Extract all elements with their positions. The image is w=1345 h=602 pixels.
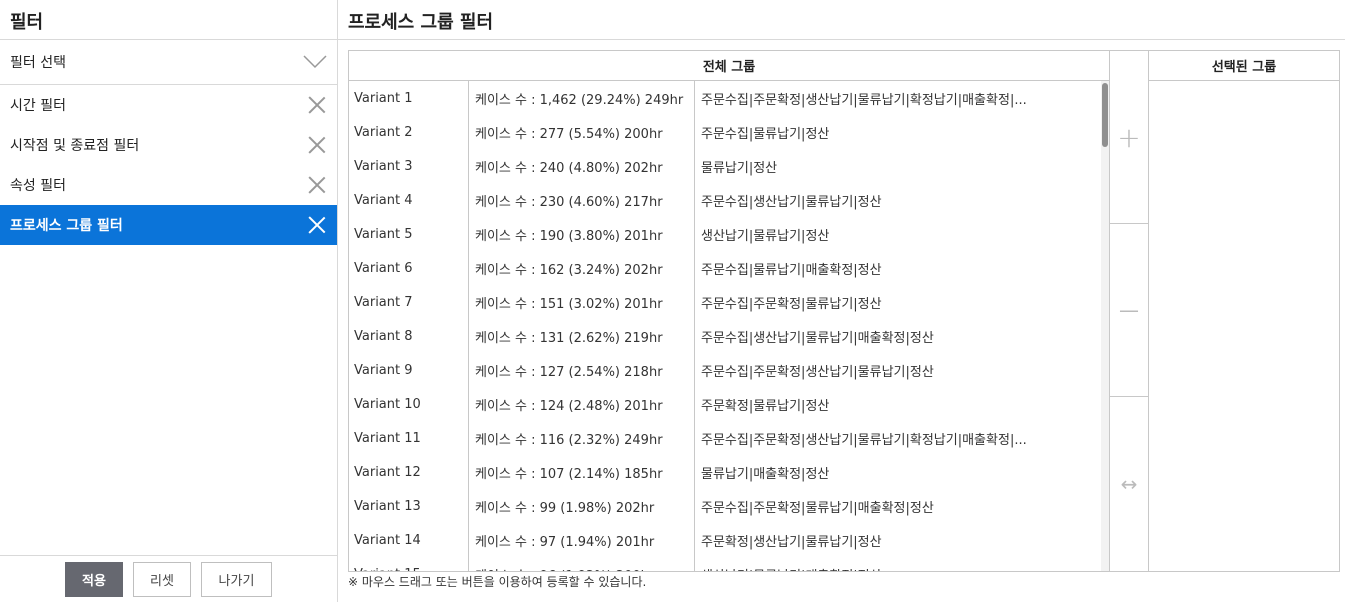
- plus-icon: +: [1117, 120, 1141, 154]
- table-row[interactable]: Variant 4 케이스 수 : 230 (4.60%) 217hr 주문수집|생…: [349, 183, 1109, 217]
- table-row[interactable]: Variant 3 케이스 수 : 240 (4.80%) 202hr 물류납기|정…: [349, 149, 1109, 183]
- page-title: 프로세스 그룹 필터: [338, 0, 1345, 40]
- variant-name: Variant 15: [349, 557, 469, 571]
- process-path: 생산납기|물류납기|매출확정|정산: [695, 557, 1095, 572]
- transfer-controls: + — ↔: [1110, 50, 1148, 572]
- table-row[interactable]: Variant 12 케이스 수 : 107 (2.14%) 185hr 물류납기|…: [349, 455, 1109, 489]
- table-row[interactable]: Variant 15케이스 수 : 96 (1.92%) 200hr생산납기|물…: [349, 557, 1109, 571]
- minus-icon: —: [1119, 298, 1139, 322]
- all-group-list: 전체 그룹 Variant 1 케이스 수 : 1,462 (29.24%) 24…: [348, 50, 1110, 572]
- variant-name: Variant 5: [349, 217, 469, 251]
- process-path: 주문수집|주문확정|물류납기|매출확정|정산: [701, 500, 934, 516]
- add-button[interactable]: +: [1110, 51, 1148, 224]
- filter-select-dropdown[interactable]: 필터 선택: [0, 40, 337, 85]
- variant-name: Variant 13: [349, 489, 469, 523]
- remove-button[interactable]: —: [1110, 224, 1148, 397]
- swap-icon: ↔: [1120, 472, 1138, 496]
- variant-name: Variant 11: [349, 421, 469, 455]
- process-path: 주문수집|주문확정|생산납기|물류납기|정산: [701, 364, 934, 380]
- case-count: 케이스 수 : 240 (4.80%) 202hr: [469, 149, 695, 183]
- close-icon[interactable]: [307, 215, 327, 235]
- filter-item-label: 시작점 및 종료점 필터: [10, 138, 140, 154]
- case-count: 케이스 수 : 1,462 (29.24%) 249hr: [469, 81, 695, 115]
- process-group-panel: 프로세스 그룹 필터 전체 그룹 Variant 1 케이스 수 : 1,462 …: [338, 0, 1345, 602]
- all-group-header: 전체 그룹: [349, 51, 1109, 81]
- case-count: 케이스 수 : 124 (2.48%) 201hr: [469, 387, 695, 421]
- filter-item-label: 프로세스 그룹 필터: [10, 218, 123, 234]
- variant-name: Variant 10: [349, 387, 469, 421]
- filter-item-0[interactable]: 시간 필터: [0, 85, 337, 125]
- table-row[interactable]: Variant 9 케이스 수 : 127 (2.54%) 218hr 주문수집|주…: [349, 353, 1109, 387]
- table-row[interactable]: Variant 2 케이스 수 : 277 (5.54%) 200hr 주문수집|물…: [349, 115, 1109, 149]
- process-path: 주문수집|주문확정|물류납기|정산: [701, 296, 882, 312]
- case-count: 케이스 수 : 162 (3.24%) 202hr: [469, 251, 695, 285]
- exit-button[interactable]: 나가기: [201, 561, 272, 597]
- scrollbar-thumb[interactable]: [1102, 83, 1108, 147]
- process-path: 주문수집|주문확정|생산납기|물류납기|확정납기|매출확정|...: [701, 92, 1027, 108]
- process-path: 생산납기|물류납기|정산: [701, 228, 830, 244]
- case-count: 케이스 수 : 96 (1.92%) 200hr: [469, 557, 695, 571]
- process-path: 물류납기|매출확정|정산: [701, 466, 830, 482]
- table-row[interactable]: Variant 7 케이스 수 : 151 (3.02%) 201hr 주문수집|주…: [349, 285, 1109, 319]
- process-path: 주문수집|생산납기|물류납기|정산: [701, 194, 882, 210]
- swap-button[interactable]: ↔: [1110, 397, 1148, 571]
- variant-name: Variant 9: [349, 353, 469, 387]
- table-row[interactable]: Variant 10 케이스 수 : 124 (2.48%) 201hr 주문확정|…: [349, 387, 1109, 421]
- variant-name: Variant 14: [349, 523, 469, 557]
- case-count: 케이스 수 : 230 (4.60%) 217hr: [469, 183, 695, 217]
- process-path: 주문수집|물류납기|정산: [701, 126, 830, 142]
- variant-name: Variant 8: [349, 319, 469, 353]
- variant-name: Variant 2: [349, 115, 469, 149]
- process-path: 주문수집|생산납기|물류납기|매출확정|정산: [701, 330, 934, 346]
- variant-name: Variant 3: [349, 149, 469, 183]
- case-count: 케이스 수 : 107 (2.14%) 185hr: [469, 455, 695, 489]
- case-count: 케이스 수 : 190 (3.80%) 201hr: [469, 217, 695, 251]
- case-count: 케이스 수 : 151 (3.02%) 201hr: [469, 285, 695, 319]
- reset-button[interactable]: 리셋: [133, 561, 191, 597]
- table-row[interactable]: Variant 13 케이스 수 : 99 (1.98%) 202hr 주문수집|주…: [349, 489, 1109, 523]
- filter-item-label: 시간 필터: [10, 98, 66, 114]
- variant-name: Variant 7: [349, 285, 469, 319]
- case-count: 케이스 수 : 131 (2.62%) 219hr: [469, 319, 695, 353]
- process-path: 주문수집|주문확정|생산납기|물류납기|확정납기|매출확정|...: [701, 432, 1027, 448]
- filter-item-2[interactable]: 속성 필터: [0, 165, 337, 205]
- close-icon[interactable]: [307, 175, 327, 195]
- case-count: 케이스 수 : 97 (1.94%) 201hr: [469, 523, 695, 557]
- case-count: 케이스 수 : 99 (1.98%) 202hr: [469, 489, 695, 523]
- apply-button[interactable]: 적용: [65, 561, 123, 597]
- filter-item-label: 속성 필터: [10, 178, 66, 194]
- sidebar-footer: 적용 리셋 나가기: [0, 555, 337, 602]
- selected-group-list[interactable]: 선택된 그룹: [1148, 50, 1340, 572]
- filter-select-label: 필터 선택: [10, 55, 66, 71]
- sidebar-title: 필터: [0, 0, 337, 40]
- table-row[interactable]: Variant 11 케이스 수 : 116 (2.32%) 249hr 주문수집|…: [349, 421, 1109, 455]
- close-icon[interactable]: [307, 135, 327, 155]
- case-count: 케이스 수 : 277 (5.54%) 200hr: [469, 115, 695, 149]
- table-row[interactable]: Variant 1 케이스 수 : 1,462 (29.24%) 249hr 주문수…: [349, 81, 1109, 115]
- selected-group-header: 선택된 그룹: [1149, 51, 1339, 81]
- case-count: 케이스 수 : 127 (2.54%) 218hr: [469, 353, 695, 387]
- variant-rows: Variant 1 케이스 수 : 1,462 (29.24%) 249hr 주문수…: [349, 81, 1109, 571]
- table-row[interactable]: Variant 6 케이스 수 : 162 (3.24%) 202hr 주문수집|물…: [349, 251, 1109, 285]
- table-row[interactable]: Variant 14 케이스 수 : 97 (1.94%) 201hr 주문확정|생…: [349, 523, 1109, 557]
- process-path: 주문수집|물류납기|매출확정|정산: [701, 262, 882, 278]
- process-path: 주문확정|물류납기|정산: [701, 398, 830, 414]
- table-row[interactable]: Variant 5 케이스 수 : 190 (3.80%) 201hr 생산납기|물…: [349, 217, 1109, 251]
- process-path: 주문확정|생산납기|물류납기|정산: [701, 534, 882, 550]
- case-count: 케이스 수 : 116 (2.32%) 249hr: [469, 421, 695, 455]
- variant-name: Variant 6: [349, 251, 469, 285]
- variant-name: Variant 1: [349, 81, 469, 115]
- variant-name: Variant 12: [349, 455, 469, 489]
- process-path: 물류납기|정산: [701, 160, 778, 176]
- variant-name: Variant 4: [349, 183, 469, 217]
- table-row[interactable]: Variant 8 케이스 수 : 131 (2.62%) 219hr 주문수집|생…: [349, 319, 1109, 353]
- help-note: ※ 마우스 드래그 또는 버튼을 이용하여 등록할 수 있습니다.: [348, 575, 647, 589]
- filter-item-3[interactable]: 프로세스 그룹 필터: [0, 205, 337, 245]
- close-icon[interactable]: [307, 95, 327, 115]
- scrollbar-track[interactable]: [1101, 81, 1109, 571]
- filter-item-1[interactable]: 시작점 및 종료점 필터: [0, 125, 337, 165]
- chevron-down-icon: [303, 55, 327, 69]
